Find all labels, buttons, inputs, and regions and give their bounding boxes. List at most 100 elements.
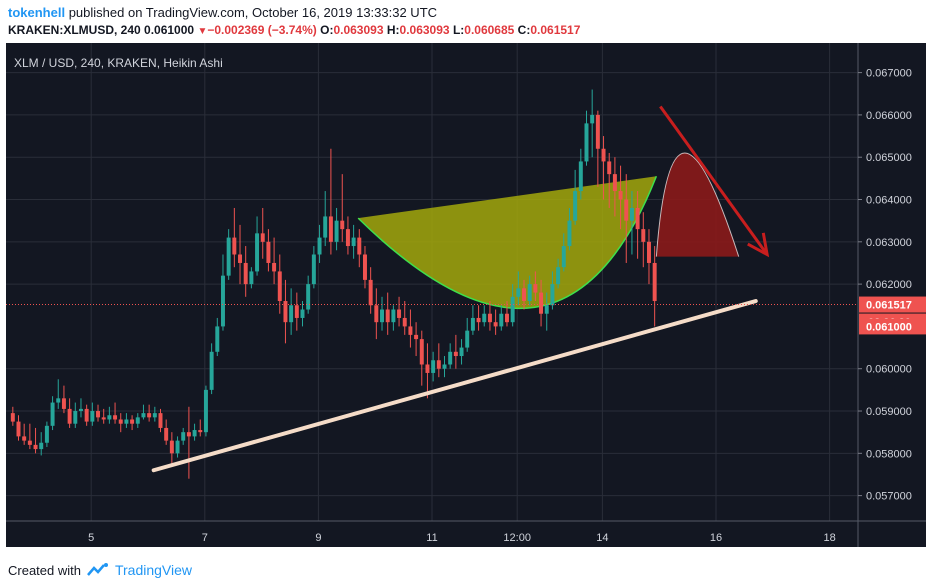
price-tick-label: 0.066000: [866, 110, 912, 122]
time-axis-background[interactable]: [6, 521, 926, 547]
candle-body: [573, 191, 578, 221]
candle-body: [124, 419, 129, 424]
candle-body: [544, 305, 549, 314]
candle-body: [73, 411, 78, 424]
candle-body: [362, 254, 367, 280]
candle-body: [90, 411, 95, 422]
time-tick-label: 12:00: [503, 532, 531, 544]
candle-body: [323, 216, 328, 238]
candle-body: [169, 440, 174, 454]
candle-body: [442, 364, 447, 369]
close-price-tag-label: 0.061000: [866, 321, 912, 333]
candle-body: [289, 305, 294, 323]
price-tick-label: 0.062000: [866, 279, 912, 291]
candle-body: [436, 360, 441, 369]
candle-body: [164, 427, 169, 441]
price-tick-label: 0.059000: [866, 406, 912, 418]
candle-body: [539, 292, 544, 314]
candle-body: [33, 444, 38, 450]
down-triangle-icon: ▼: [197, 26, 208, 37]
down-arrow-line[interactable]: [659, 105, 769, 256]
candle-body: [448, 351, 453, 365]
candle-body: [266, 241, 271, 263]
candle-body: [317, 237, 322, 255]
price-tick-label: 0.057000: [866, 491, 912, 503]
candle-body: [84, 408, 89, 422]
candle-body: [397, 309, 402, 318]
price-axis-ticks: 0.067000 0.066000 0.065000 0.064000 0.063000…: [858, 68, 912, 503]
author-name[interactable]: tokenhell: [8, 5, 66, 20]
candle-body: [635, 207, 640, 230]
tradingview-brand[interactable]: TradingView: [114, 562, 193, 578]
ohlc-bar: KRAKEN:XLMUSD, 240 0.061000 ▼−0.002369 (…: [8, 23, 580, 37]
support-trendline[interactable]: [151, 299, 758, 473]
candle-body: [385, 309, 390, 323]
candle-body: [368, 279, 373, 306]
last-price-tag: [859, 296, 926, 313]
price-tick-label: 0.063000: [866, 237, 912, 249]
candle-body: [470, 317, 475, 331]
candle-body: [465, 330, 470, 348]
candle-body: [504, 313, 509, 323]
created-with-text: Created with: [8, 562, 81, 578]
candle-body: [192, 430, 197, 437]
tradingview-logo-icon: [87, 563, 108, 576]
price-tick-label: 0.058000: [866, 448, 912, 460]
candle-body: [601, 148, 606, 162]
candle-body: [16, 421, 21, 437]
candle-body: [516, 288, 521, 297]
published-text: published on TradingView.com, October 16…: [68, 5, 438, 20]
candle-body: [220, 275, 225, 327]
candle-body: [328, 216, 333, 242]
candle-body: [459, 347, 464, 357]
candle-body: [44, 425, 49, 443]
candle-body: [340, 220, 345, 230]
candle-body: [646, 241, 651, 263]
candle-body: [380, 309, 385, 323]
high-value: 0.063093: [399, 23, 450, 37]
candle-body: [345, 229, 350, 247]
candle-body: [300, 309, 305, 318]
candle-body: [607, 161, 612, 175]
time-tick-label: 11: [426, 532, 437, 544]
price-tick-label: 0.060000: [866, 364, 912, 376]
cup-pattern-curve: [357, 175, 658, 310]
candle-body: [294, 305, 299, 318]
candle-body: [311, 254, 316, 285]
price-tick-label: 0.065000: [866, 152, 912, 164]
price-axis-background[interactable]: [858, 43, 926, 521]
red-dome-curve: [655, 152, 740, 257]
candle-body: [493, 322, 498, 327]
close-value: 0.061517: [530, 23, 581, 37]
candle-body: [453, 351, 458, 357]
candle-body: [50, 402, 55, 426]
candle-body: [198, 430, 203, 433]
candle-body: [39, 442, 44, 450]
candle-body: [334, 220, 339, 242]
last-price-tag-label: 0.061517: [866, 300, 912, 312]
candle-body: [431, 360, 436, 373]
time-tick-label: 16: [710, 532, 722, 544]
candle-body: [56, 398, 61, 403]
candle-body: [629, 207, 634, 221]
candle-body: [402, 317, 407, 327]
candle-body: [561, 246, 566, 268]
candle-body: [595, 114, 600, 149]
candle-body: [186, 432, 191, 437]
footer: Created with TradingView: [8, 562, 192, 578]
candle-body: [578, 161, 583, 192]
candle-body: [272, 262, 277, 272]
red-dome-fill: [656, 152, 739, 257]
candle-body: [10, 413, 15, 422]
candle-body: [283, 301, 288, 323]
candle-body: [113, 415, 118, 420]
candle-body: [277, 271, 282, 302]
candle-body: [158, 413, 163, 428]
candle-body: [590, 114, 595, 124]
candle-body: [232, 237, 237, 255]
candle-body: [527, 284, 532, 302]
candle-body: [482, 313, 487, 323]
candle-body: [374, 305, 379, 323]
candle-body: [306, 284, 311, 310]
